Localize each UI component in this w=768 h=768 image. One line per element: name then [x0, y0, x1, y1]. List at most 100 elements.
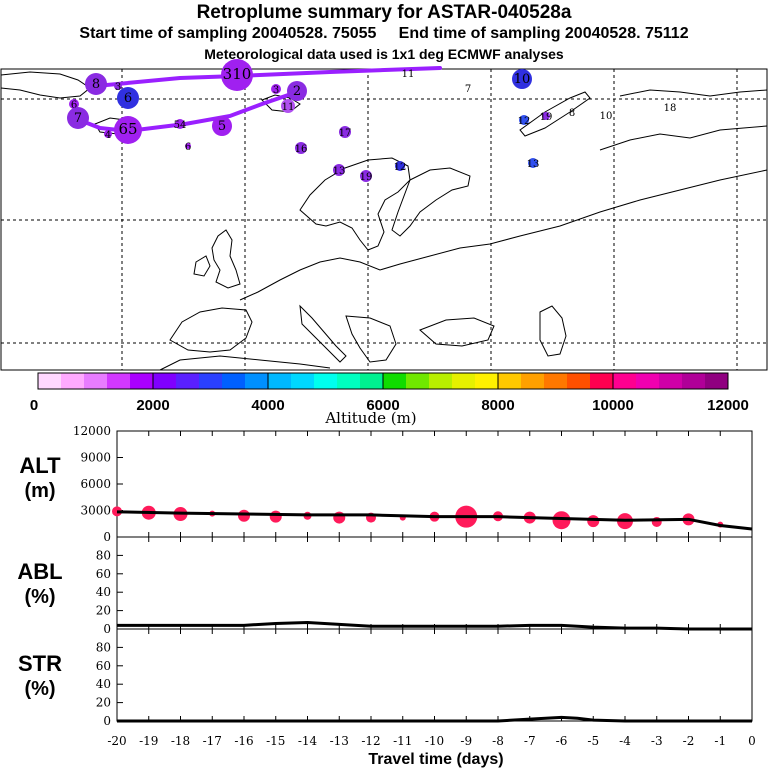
colorbar-swatch: [222, 373, 246, 389]
x-tick-label: -17: [203, 734, 222, 748]
y-tick-label: 60: [96, 567, 111, 581]
y-tick-label: 9000: [80, 451, 111, 465]
x-tick-label: -2: [683, 734, 695, 748]
map-point: 3: [271, 84, 281, 96]
map-point-label: 310: [223, 65, 252, 83]
map-point: 310: [221, 59, 253, 91]
colorbar-label: Altitude (m): [324, 409, 416, 427]
map-point-label: 3: [115, 82, 121, 93]
map-point-label: 8: [92, 77, 100, 92]
map-point-label: 7: [74, 111, 82, 126]
panel-ylabel-unit: (%): [24, 586, 55, 608]
colorbar-swatch: [130, 373, 154, 389]
map-point-label: 4: [105, 130, 111, 141]
map-point: 6: [69, 99, 79, 111]
x-axis: -20 -19 -18 -17 -16 -15 -14 -13 -12 -11 -10 -9 -8 -7-…: [107, 734, 755, 768]
time-series-panels: 030006000900012000ALT(m)020406080ABL(%)0…: [17, 424, 755, 768]
alt-point: [587, 515, 600, 528]
colorbar-tick-label: 2000: [136, 397, 169, 414]
alt-point: [112, 506, 122, 517]
map-point-label: 17: [339, 128, 352, 139]
y-tick-label: 20: [96, 696, 111, 710]
panel-alt: 0 3000 6000 9000 12000 ALT(m): [19, 424, 753, 544]
colorbar-swatch: [682, 373, 706, 389]
x-tick-label: -15: [266, 734, 285, 748]
panel-ylabel-name: ABL: [17, 559, 62, 584]
y-tick-label: 12000: [73, 424, 111, 438]
map-point: 8: [85, 73, 107, 95]
panel-str: 0 20 40 60 80 STR(%): [18, 628, 753, 728]
map-point: 11: [281, 99, 295, 113]
map-point: 7: [465, 84, 471, 95]
colorbar-swatch: [429, 373, 453, 389]
panel-ylabel-unit: (%): [24, 678, 55, 700]
map-point-marker: [542, 112, 550, 120]
map-point-marker: [104, 130, 112, 138]
colorbar-swatch: [84, 373, 108, 389]
map-point-label: 19: [360, 172, 373, 183]
y-tick-label: 40: [96, 677, 111, 691]
x-tick-label: -9: [460, 734, 472, 748]
colorbar-swatch: [153, 373, 177, 389]
map-point-marker: [287, 81, 307, 101]
map-point: 2: [287, 81, 307, 101]
x-tick-label: -3: [651, 734, 663, 748]
x-tick-label: -8: [492, 734, 504, 748]
map-point-label: 18: [664, 103, 677, 114]
x-tick-label: -6: [556, 734, 568, 748]
x-tick-label: -16: [234, 734, 253, 748]
map-point-marker: [333, 164, 345, 176]
x-tick-label: -14: [298, 734, 318, 748]
map-point: 6: [185, 142, 191, 153]
map-point-label: 6: [71, 100, 77, 111]
map-point: 10: [600, 111, 613, 122]
y-tick-label: 0: [103, 530, 111, 544]
x-tick-label: -20: [107, 734, 126, 748]
alt-mean-line: [116, 510, 753, 531]
colorbar-swatch: [705, 373, 729, 389]
map-point: 3: [114, 82, 122, 93]
x-tick-label: -1: [714, 734, 726, 748]
map-point-label: 11: [402, 69, 415, 80]
map-point: 4: [104, 130, 112, 141]
map-point-label: 12: [518, 116, 531, 127]
sampling-time: Start time of sampling 20040528. 75055 E…: [79, 25, 689, 42]
colorbar-swatch: [544, 373, 568, 389]
x-axis-label: Travel time (days): [368, 751, 503, 768]
y-tick-label: 20: [96, 604, 111, 618]
x-tick-label: -4: [619, 734, 631, 748]
x-tick-label: 0: [748, 734, 756, 748]
colorbar-swatch: [291, 373, 315, 389]
panel-frame: [116, 628, 753, 722]
map-point-label: 54: [174, 120, 187, 131]
y-tick-label: 80: [96, 548, 111, 562]
map-point: 17: [339, 126, 352, 139]
map-point: 13: [333, 164, 345, 177]
colorbar-swatch: [613, 373, 637, 389]
y-tick-label: 60: [96, 659, 111, 673]
map-point: 19: [360, 170, 373, 183]
map-point-marker: [117, 87, 139, 109]
map-point-marker: [271, 84, 281, 94]
colorbar-swatch: [199, 373, 223, 389]
alt-point: [269, 510, 282, 523]
colorbar-swatch: [383, 373, 407, 389]
series-line: [117, 621, 752, 631]
map-point-label: 2: [293, 84, 301, 99]
map-point-label: 7: [465, 84, 471, 95]
map-point: 6: [117, 87, 139, 109]
map-point-marker: [212, 116, 232, 136]
altitude-colorbar: 0 2000 4000 6000 8000 10000 12000 Altitude (m): [30, 372, 749, 427]
colorbar-tick-label: 0: [30, 397, 38, 414]
panel-abl: 0 20 40 60 80 ABL(%): [17, 536, 753, 636]
map-point-label: 11: [282, 102, 295, 113]
map-point: 7: [67, 107, 89, 129]
colorbar-swatch: [475, 373, 499, 389]
map-point-marker: [395, 161, 405, 171]
map-point-marker: [339, 126, 351, 138]
colorbar-swatch: [176, 373, 200, 389]
map-point-marker: [85, 73, 107, 95]
x-tick-label: -10: [425, 734, 444, 748]
colorbar-swatch: [452, 373, 476, 389]
y-tick-label: 0: [103, 622, 111, 636]
